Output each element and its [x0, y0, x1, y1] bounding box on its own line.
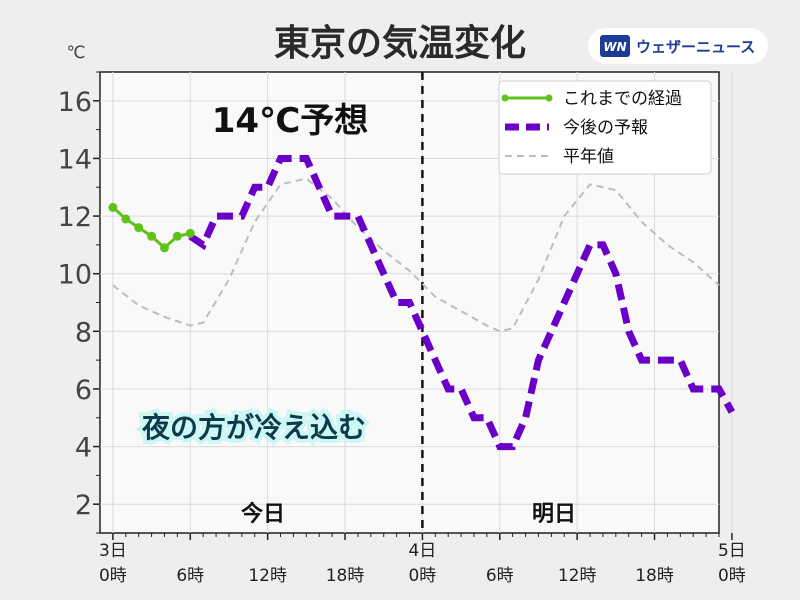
- series-observed-point: [121, 214, 131, 224]
- x-axis: 3日 0時 6時 12時 18時 4日 0時 6時 12時 18時 5日 0時: [99, 533, 746, 586]
- legend-observed-label: これまでの経過: [563, 89, 682, 109]
- tomorrow-label: 明日: [532, 502, 576, 527]
- today-label: 今日: [241, 501, 285, 527]
- series-normal: [112, 177, 720, 333]
- weathernews-logo: WN ウェザーニュース: [588, 28, 768, 64]
- x-tick-label-hour: 12時: [248, 566, 287, 586]
- y-tick-label: 12: [58, 202, 92, 233]
- y-unit-label: ℃: [66, 43, 85, 63]
- series-forecast-line: [188, 154, 735, 451]
- x-tick-label-hour: 18時: [326, 566, 365, 586]
- x-tick-label-hour: 0時: [718, 566, 746, 586]
- series-forecast: [188, 154, 735, 451]
- legend: これまでの経過 今後の予報 平年値: [498, 80, 712, 175]
- legend-forecast-label: 今後の予報: [563, 118, 648, 138]
- x-tick-label-hour: 6時: [486, 566, 514, 586]
- y-axis: 2 4 6 8 10 12 14 16: [58, 71, 100, 534]
- x-tick-label-hour: 0時: [99, 566, 127, 586]
- series-observed-point: [172, 231, 182, 241]
- y-tick-label: 14: [58, 144, 92, 175]
- y-tick-label: 4: [75, 433, 92, 464]
- logo-brand-text: ウェザーニュース: [636, 38, 755, 56]
- legend-box: [498, 80, 712, 175]
- logo-mark-bg: [600, 35, 630, 57]
- x-tick-label-day: 5日: [718, 541, 746, 561]
- logo-mark-text: WN: [603, 40, 626, 54]
- series-observed-point: [159, 243, 169, 253]
- logo-pill: [588, 28, 768, 64]
- y-tick-label: 16: [58, 87, 92, 118]
- y-tick-label: 2: [75, 490, 92, 521]
- forecast-annotation: 14℃予想: [212, 101, 369, 141]
- series-observed: [108, 202, 195, 253]
- comment-annotation: 夜の方が冷え込む: [141, 411, 366, 444]
- x-tick-label-hour: 0時: [408, 566, 436, 586]
- chart-title: 東京の気温変化: [274, 22, 526, 64]
- legend-observed-marker-end: [545, 94, 553, 102]
- x-tick-label-hour: 18時: [635, 566, 674, 586]
- series-observed-point: [185, 228, 195, 238]
- legend-observed-marker-start: [501, 94, 509, 102]
- x-tick-label-hour: 12時: [558, 566, 597, 586]
- series-normal-line: [112, 177, 720, 333]
- x-tick-label-day: 3日: [99, 541, 127, 561]
- x-tick-label-hour: 6時: [176, 566, 204, 586]
- y-tick-label: 6: [75, 375, 92, 406]
- y-tick-label: 10: [58, 260, 92, 291]
- legend-normal-label: 平年値: [563, 147, 614, 167]
- series-observed-point: [147, 231, 157, 241]
- x-tick-label-day: 4日: [408, 541, 436, 561]
- series-observed-point: [108, 202, 118, 212]
- y-tick-label: 8: [75, 317, 92, 348]
- series-observed-point: [134, 223, 144, 233]
